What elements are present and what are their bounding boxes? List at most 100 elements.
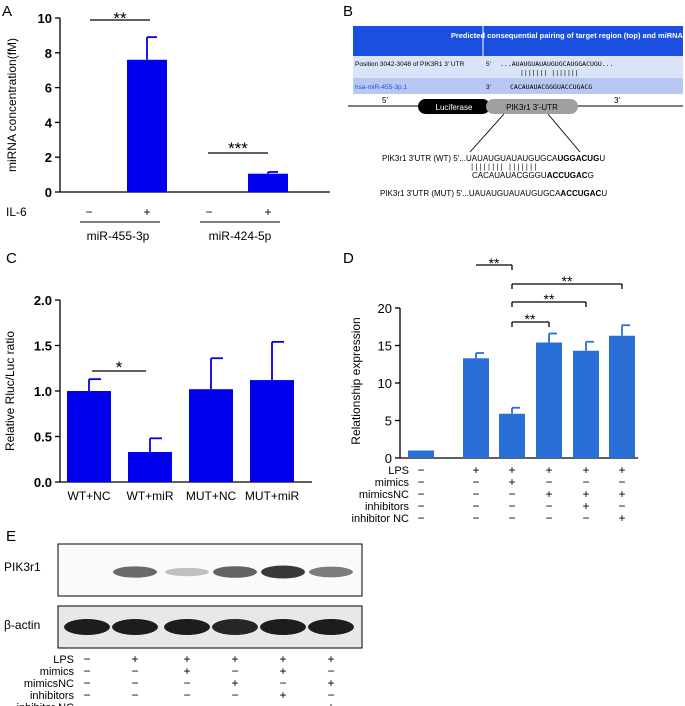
- x-tick-label: WT+miR: [127, 489, 174, 503]
- panel-a-treatment-label: IL-6: [6, 205, 27, 219]
- treatment-sign: −: [582, 511, 589, 525]
- treatment-sign: +: [545, 487, 552, 501]
- luciferase-pill: [418, 99, 490, 114]
- y-tick-label: 1.5: [34, 339, 52, 354]
- blot-label: β-actin: [4, 618, 40, 632]
- prime-3: 3': [614, 96, 620, 105]
- treatment-sign: −: [618, 499, 625, 513]
- panel-a-sign: −: [85, 205, 92, 219]
- panel-d-sig: **: [562, 273, 573, 289]
- treatment-sign: −: [545, 511, 552, 525]
- panel-e: PIK3r1 β-actin LPS − + + + + +mimics − − + − + −mimi…: [4, 543, 363, 706]
- treatment-sign: +: [472, 463, 479, 477]
- panel-a-ylabel: miRNA concentration(fM): [5, 38, 19, 172]
- treatment-sign: −: [183, 700, 190, 706]
- bar: [573, 350, 599, 458]
- treatment-sign: −: [472, 475, 479, 489]
- y-tick-label: 6: [45, 81, 52, 96]
- prime-5: 5': [382, 96, 388, 105]
- treatment-sign: −: [508, 499, 515, 513]
- bar: [189, 389, 233, 482]
- y-tick-label: 4: [45, 115, 53, 130]
- treatment-sign: −: [545, 475, 552, 489]
- treatment-sign: +: [183, 652, 190, 666]
- treatment-sign: −: [231, 688, 238, 702]
- panel-c-ylabel: Relative Rluc/Luc ratio: [3, 331, 17, 451]
- panel-a-group-label: miR-424-5p: [209, 229, 272, 243]
- treatment-sign: −: [83, 652, 90, 666]
- treatment-sign: −: [545, 499, 552, 513]
- panel-d-ylabel: Relationship expression: [349, 317, 363, 444]
- treatment-label: LPS: [388, 465, 409, 477]
- treatment-sign: −: [508, 511, 515, 525]
- treatment-label: LPS: [53, 654, 74, 666]
- treatment-sign: −: [183, 676, 190, 690]
- treatment-sign: −: [131, 664, 138, 678]
- panel-a-sig-1: **: [113, 9, 127, 28]
- panel-a-sign: +: [143, 205, 150, 219]
- panel-label-c: C: [6, 250, 17, 267]
- treatment-sign: −: [327, 664, 334, 678]
- treatment-sign: +: [545, 463, 552, 477]
- y-tick-label: 20: [378, 301, 392, 316]
- treatment-sign: −: [417, 511, 424, 525]
- treatment-sign: −: [131, 688, 138, 702]
- treatment-sign: +: [279, 652, 286, 666]
- panel-c: 0.0 0.5 1.0 1.5 2.0 WT+NC WT+miR MUT+NC MUT+miR…: [3, 293, 312, 503]
- panel-label-a: A: [2, 3, 12, 20]
- treatment-sign: +: [327, 652, 334, 666]
- y-tick-label: 0.0: [34, 475, 52, 490]
- panel-c-sig: *: [116, 358, 123, 377]
- blot-band: [165, 567, 209, 577]
- blot-band: [260, 619, 306, 635]
- treatment-sign: +: [131, 652, 138, 666]
- blot-band: [212, 619, 258, 635]
- treatment-sign: +: [327, 700, 334, 706]
- bar: [609, 335, 635, 458]
- table-row: [353, 56, 683, 78]
- x-tick-label: MUT+miR: [245, 489, 300, 503]
- blot-band: [113, 566, 157, 578]
- treatment-sign: +: [231, 676, 238, 690]
- treatment-sign: −: [472, 499, 479, 513]
- treatment-label: inhibitors: [30, 690, 75, 702]
- blot-band: [164, 619, 210, 635]
- treatment-label: mimics: [40, 666, 75, 678]
- blot-label: PIK3r1: [4, 560, 41, 574]
- x-tick-label: WT+NC: [68, 489, 111, 503]
- treatment-sign: −: [83, 700, 90, 706]
- treatment-label: mimicsNC: [24, 678, 74, 690]
- blot-band: [213, 566, 257, 578]
- mut-sequence: PIK3r1 3'UTR (MUT) 5'...UAUAUGUAUAUGUGCA…: [380, 189, 607, 198]
- table-header-text: Predicted consequential pairing of targe…: [451, 31, 685, 40]
- treatment-sign: +: [183, 664, 190, 678]
- panel-a: 0 2 4 6 8 10 miRNA concentration(fM) ** *** I…: [5, 9, 330, 243]
- treatment-sign: +: [508, 463, 515, 477]
- x-tick-label: MUT+NC: [186, 489, 237, 503]
- bar: [67, 391, 111, 482]
- panel-label-d: D: [343, 250, 354, 267]
- blot-band: [261, 565, 305, 579]
- treatment-sign: −: [582, 475, 589, 489]
- treatment-label: inhibitors: [365, 501, 410, 513]
- treatment-sign: +: [279, 688, 286, 702]
- y-tick-label: 15: [378, 339, 392, 354]
- pairing-lines: ||||||| |||||||: [520, 69, 579, 77]
- treatment-sign: −: [618, 475, 625, 489]
- bar: [536, 342, 562, 458]
- y-tick-label: 1.0: [34, 384, 52, 399]
- panel-a-group-label: miR-455-3p: [87, 229, 150, 243]
- treatment-sign: +: [618, 463, 625, 477]
- treatment-sign: −: [417, 475, 424, 489]
- y-tick-label: 5: [385, 414, 392, 429]
- mirna-label: hsa-miR-455-3p.1: [355, 84, 407, 91]
- panel-label-e: E: [6, 528, 16, 545]
- treatment-sign: +: [618, 487, 625, 501]
- panel-a-sign: +: [264, 205, 271, 219]
- y-tick-label: 2.0: [34, 293, 52, 308]
- treatment-sign: −: [327, 688, 334, 702]
- treatment-sign: −: [417, 499, 424, 513]
- y-tick-label: 8: [45, 46, 52, 61]
- y-tick-label: 0.5: [34, 430, 52, 445]
- treatment-label: mimics: [375, 477, 410, 489]
